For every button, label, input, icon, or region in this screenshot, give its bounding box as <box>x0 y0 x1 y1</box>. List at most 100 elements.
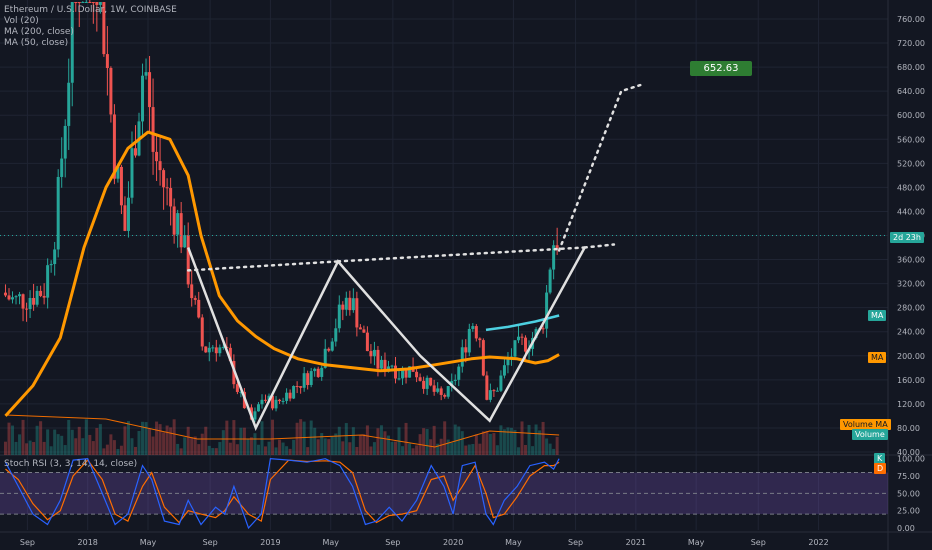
candle-body <box>295 386 299 388</box>
candle-body <box>70 2 74 83</box>
volume-bar <box>446 439 450 455</box>
candle-body <box>281 400 285 402</box>
volume-bar <box>316 439 320 455</box>
candle-body <box>183 235 187 248</box>
volume-bar <box>119 445 123 455</box>
volume-bar <box>425 429 429 455</box>
volume-bar <box>214 448 218 455</box>
volume-bar <box>474 434 478 455</box>
volume-ma-tag: Volume MA <box>840 419 891 430</box>
volume-bar <box>77 426 81 455</box>
candle-body <box>285 392 289 401</box>
candle-body <box>260 399 264 405</box>
price-tick-label: 760.00 <box>897 15 925 24</box>
candle-body <box>495 390 499 392</box>
indicator-ma50[interactable]: MA (50, close) <box>4 38 69 48</box>
volume-bar <box>42 441 46 455</box>
candle-body <box>190 284 194 299</box>
volume-bar <box>105 444 109 455</box>
candle-body <box>365 332 369 352</box>
volume-bar <box>137 430 141 455</box>
candle-body <box>214 347 218 354</box>
candle-body <box>35 290 39 305</box>
candle-body <box>63 125 67 159</box>
volume-bar <box>534 424 538 455</box>
candle-body <box>130 148 134 198</box>
volume-bar <box>3 441 7 455</box>
candle-body <box>457 366 461 380</box>
candle-body <box>506 359 510 366</box>
volume-bar <box>355 446 359 455</box>
volume-bar <box>249 437 253 455</box>
candle-body <box>502 365 506 376</box>
volume-bar <box>70 429 74 455</box>
volume-bar <box>341 441 345 455</box>
candle-body <box>415 371 419 378</box>
volume-bar <box>179 448 183 455</box>
volume-bar <box>520 421 524 455</box>
volume-bar <box>151 436 155 455</box>
volume-bar <box>313 427 317 455</box>
volume-bar <box>46 429 50 455</box>
candle-body <box>330 341 334 351</box>
volume-bar <box>485 430 489 455</box>
stoch-legend[interactable]: Stoch RSI (3, 3, 14, 14, close) <box>4 459 138 469</box>
symbol-title[interactable]: Ethereum / U.S. Dollar, 1W, COINBASE <box>4 5 177 15</box>
volume-bar <box>429 439 433 455</box>
volume-bar <box>408 443 412 455</box>
volume-bar <box>344 423 348 455</box>
volume-bar <box>242 427 246 455</box>
volume-bar <box>531 446 535 455</box>
indicator-vol[interactable]: Vol (20) <box>4 16 39 26</box>
candle-body <box>256 404 260 412</box>
candle-body <box>474 326 478 339</box>
volume-bar <box>169 427 173 455</box>
candle-body <box>21 294 25 309</box>
volume-bar <box>274 447 278 455</box>
indicator-ma200[interactable]: MA (200, close) <box>4 27 74 37</box>
volume-bar <box>25 443 29 455</box>
volume-bar <box>464 445 468 455</box>
candle-body <box>116 166 120 179</box>
volume-bar <box>84 419 88 455</box>
candle-body <box>516 336 520 341</box>
projection-dotted-line <box>186 260 340 272</box>
candle-body <box>56 176 60 250</box>
candle-body <box>488 390 492 400</box>
volume-bar <box>190 437 194 455</box>
candle-body <box>499 375 503 391</box>
price-tick-label: 720.00 <box>897 39 925 48</box>
volume-bar <box>126 421 130 455</box>
volume-bar <box>74 438 78 455</box>
stoch-tick-label: 0.00 <box>897 524 915 533</box>
candle-body <box>429 377 433 386</box>
candle-body <box>467 328 471 353</box>
volume-bar <box>432 425 436 455</box>
candle-body <box>425 377 429 389</box>
candle-body <box>193 298 197 300</box>
time-tick-label: Sep <box>568 538 583 547</box>
price-tick-label: 360.00 <box>897 256 925 265</box>
volume-bar <box>422 428 426 455</box>
volume-bar <box>327 439 331 455</box>
candle-body <box>552 245 556 270</box>
candle-body <box>299 386 303 388</box>
volume-bar <box>552 448 556 455</box>
time-tick-label: Sep <box>203 538 218 547</box>
volume-bar <box>401 446 405 455</box>
volume-bar <box>158 424 162 455</box>
volume-bar <box>123 426 127 455</box>
candle-body <box>77 2 81 3</box>
legend: Ethereum / U.S. Dollar, 1W, COINBASE Vol… <box>4 5 177 49</box>
candle-body <box>112 114 116 179</box>
volume-bar <box>509 427 513 455</box>
volume-bar <box>288 448 292 455</box>
candle-body <box>88 2 92 3</box>
volume-bar <box>278 439 282 455</box>
candle-body <box>141 75 145 122</box>
candle-body <box>478 338 482 341</box>
stoch-tick-label: 100.00 <box>897 455 925 464</box>
volume-bar <box>323 438 327 455</box>
volume-bar <box>60 435 64 455</box>
